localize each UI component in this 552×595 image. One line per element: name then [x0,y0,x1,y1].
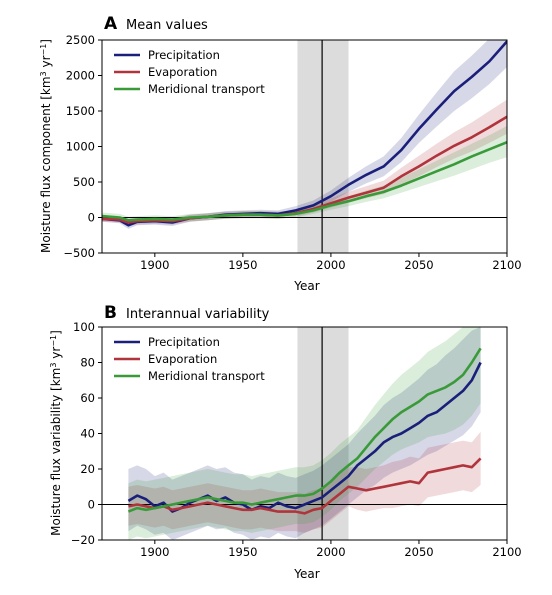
meridional-transport-band [128,327,481,540]
panel-b-letter: B [104,303,117,323]
x-tick-label: 1950 [228,258,257,272]
legend-label-precipitation: Precipitation [148,335,220,349]
precipitation-line [127,361,482,513]
panel-b-plot-area: 1900 1950 2000 2050 2100 −20 0 20 40 60 80 100 Preci… [71,320,522,559]
panel-a-ylabel: Moisture flux component [km3 yr−1] [39,39,53,253]
x-tick-label: 2050 [404,545,433,559]
panel-a-xlabel: Year [293,279,319,293]
panel-b: B Interannual variability 1900 1950 2000 20… [49,303,522,581]
y-tick-label: 0 [88,498,95,512]
x-tick-label: 1950 [228,545,257,559]
precipitation-band [128,327,481,540]
y-tick-label: 20 [80,462,95,476]
evaporation-line [128,457,482,515]
panel-a: A Mean values 1900 1950 2000 2050 2100 −500 0 5… [39,14,522,293]
panel-b-xlabel: Year [293,567,319,581]
y-tick-label: 2000 [66,69,95,83]
panel-b-title: Interannual variability [126,307,270,322]
legend: Precipitation Evaporation Meridional trans… [114,335,265,383]
x-tick-label: 1900 [140,258,169,272]
panel-b-ylabel: Moisture flux variability [km3 yr−1] [49,330,63,536]
y-tick-label: 100 [73,320,95,334]
panel-a-title: Mean values [126,18,208,33]
legend: Precipitation Evaporation Meridional trans… [114,48,265,96]
x-tick-label: 2050 [404,258,433,272]
y-tick-label: 0 [88,211,95,225]
x-tick-label: 2100 [492,258,521,272]
x-tick-label: 1900 [140,545,169,559]
panel-a-plot-area: 1900 1950 2000 2050 2100 −500 0 500 1000 1500 2000… [63,33,521,272]
y-tick-label: 80 [80,356,95,370]
legend-label-meridional-transport: Meridional transport [148,369,265,383]
y-tick-label: 2500 [66,33,95,47]
evaporation-band [128,431,481,533]
y-tick-label: −20 [71,533,95,547]
meridional-transport-line [102,140,507,222]
legend-label-evaporation: Evaporation [148,352,217,366]
x-tick-label: 2000 [316,258,345,272]
legend-label-meridional-transport: Meridional transport [148,82,265,96]
legend-label-precipitation: Precipitation [148,48,220,62]
legend-label-evaporation: Evaporation [148,65,217,79]
y-tick-label: 60 [80,391,95,405]
y-tick-label: −500 [63,246,95,260]
x-tick-label: 2100 [492,545,521,559]
panel-a-letter: A [104,14,118,34]
x-tick-label: 2000 [316,545,345,559]
meridional-transport-line [127,347,482,513]
y-tick-label: 40 [80,427,95,441]
y-tick-label: 500 [73,175,95,189]
reference-period-shading [297,40,349,253]
y-tick-label: 1500 [66,104,95,118]
precipitation-band [102,40,507,229]
y-tick-label: 1000 [66,140,95,154]
